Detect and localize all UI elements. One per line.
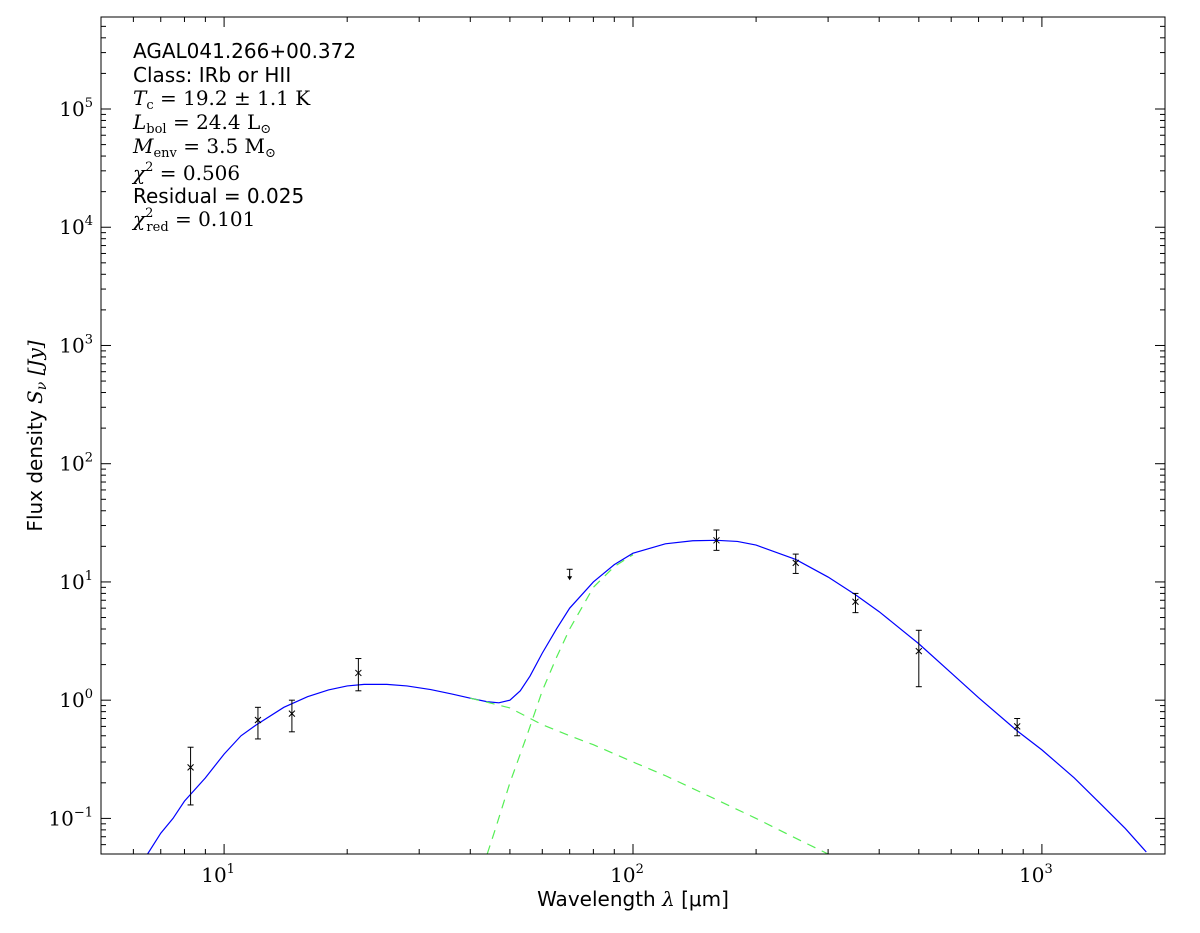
marker-x-b bbox=[792, 559, 800, 567]
x-tick-label: 103 bbox=[1019, 862, 1053, 887]
temperature-label: Tc = 19.2 ± 1.1 K bbox=[133, 86, 311, 113]
source-name: AGAL041.266+00.372 bbox=[133, 39, 356, 63]
y-tick-label: 10−1 bbox=[48, 805, 93, 830]
class-label: Class: IRb or HII bbox=[133, 63, 291, 87]
y-tick-label: 103 bbox=[59, 332, 93, 357]
y-tick-label: 100 bbox=[59, 687, 93, 712]
marker-x-b bbox=[187, 764, 194, 771]
y-tick-label: 102 bbox=[59, 451, 93, 476]
x-axis-label: Wavelength λ [μm] bbox=[537, 887, 729, 911]
y-tick-label: 105 bbox=[59, 96, 93, 121]
series-layer bbox=[147, 539, 1147, 854]
marker-x-b bbox=[355, 669, 362, 677]
marker-x-b bbox=[254, 716, 262, 724]
data-point bbox=[254, 706, 262, 740]
data-point bbox=[713, 529, 720, 551]
data-point bbox=[1013, 717, 1021, 737]
y-axis-label: Flux density Sν [Jy] bbox=[23, 340, 50, 531]
data-point bbox=[355, 658, 362, 692]
series-curve-0 bbox=[147, 539, 1147, 854]
tick-labels-layer: 101 102 103 10−1 100 101 102 103 104 105 bbox=[48, 96, 1052, 887]
chi-squared-label: χ2 = 0.506 bbox=[131, 160, 240, 185]
marker-x-b bbox=[288, 710, 296, 717]
y-tick-label: 104 bbox=[59, 214, 93, 239]
marker-x-b bbox=[852, 598, 859, 606]
series-curve-2 bbox=[470, 697, 829, 854]
x-tick-label: 101 bbox=[201, 862, 235, 887]
residual-label: Residual = 0.025 bbox=[133, 184, 304, 208]
y-tick-label: 101 bbox=[59, 569, 93, 594]
upper-limit-point bbox=[566, 568, 573, 581]
series-curve-1 bbox=[486, 554, 634, 854]
marker-x-b bbox=[915, 647, 923, 655]
luminosity-label: Lbol = 24.4 L⊙ bbox=[132, 110, 271, 137]
data-point bbox=[852, 592, 859, 614]
envelope-mass-label: Menv = 3.5 M⊙ bbox=[132, 134, 276, 161]
fit-annotations: AGAL041.266+00.372 Class: IRb or HII Tc … bbox=[131, 39, 356, 235]
data-point bbox=[915, 629, 923, 688]
data-point bbox=[288, 699, 296, 733]
x-tick-label: 102 bbox=[610, 862, 644, 887]
reduced-chi-squared-label: χ2 red = 0.101 bbox=[131, 206, 255, 235]
upper-limit-arrow bbox=[567, 576, 573, 581]
ticks-layer bbox=[100, 16, 1166, 855]
points-layer bbox=[187, 529, 1021, 806]
data-point bbox=[187, 746, 194, 806]
marker-x-b bbox=[1013, 723, 1021, 730]
marker-x-b bbox=[713, 536, 720, 544]
data-point bbox=[792, 553, 800, 574]
